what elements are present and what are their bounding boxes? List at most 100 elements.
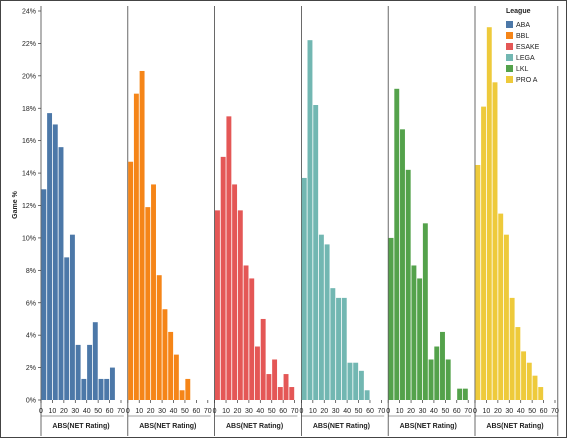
bar-bbl [179,390,185,400]
y-tick-label: 4% [26,333,36,340]
bar-aba [52,124,58,400]
x-tick-label: 40 [83,408,91,415]
bar-pro-a [492,82,498,401]
bar-bbl [128,161,134,400]
x-tick-label: 40 [517,408,525,415]
y-axis-title: Game % [12,190,19,218]
x-tick-label: 0 [473,408,477,415]
bar-pro-a [503,234,509,400]
x-tick-label: 0 [299,408,303,415]
legend-label: BBL [516,33,529,40]
bar-lkl [400,129,405,400]
y-tick-label: 10% [22,235,36,242]
x-tick-label: 60 [106,408,114,415]
bar-lkl [428,359,434,400]
bar-lega [324,244,330,400]
bar-lkl [422,223,428,400]
x-tick-label: 70 [551,408,559,415]
x-tick-label: 0 [39,408,43,415]
bar-pro-a [486,27,492,400]
x-tick-label: 40 [430,408,438,415]
bar-esake [266,374,272,400]
bar-esake [260,318,266,400]
bar-aba [98,378,104,400]
bar-lkl [388,237,394,400]
bar-aba [92,322,98,400]
bar-bbl [162,309,168,400]
bar-esake [215,210,220,400]
bar-lkl [445,359,451,400]
x-tick-label: 20 [234,408,242,415]
legend-swatch [506,32,513,39]
x-axis-title: ABS(NET Rating) [313,423,370,430]
x-axis-title: ABS(NET Rating) [52,423,109,430]
x-tick-label: 10 [135,408,143,415]
x-tick-label: 60 [540,408,548,415]
y-tick-label: 24% [22,9,36,16]
bar-lega [336,297,341,400]
bar-pro-a [526,362,532,400]
x-tick-label: 0 [386,408,390,415]
x-tick-label: 60 [366,408,374,415]
x-tick-label: 10 [483,408,491,415]
bar-pro-a [498,213,504,400]
bar-pro-a [475,164,481,400]
bar-esake [237,210,243,400]
x-tick-label: 30 [419,408,427,415]
y-tick-label: 20% [22,73,36,80]
x-tick-label: 30 [71,408,79,415]
x-tick-label: 50 [268,408,276,415]
legend-swatch [506,65,513,72]
bar-lkl [394,88,400,401]
x-tick-label: 0 [126,408,130,415]
x-tick-label: 70 [117,408,125,415]
x-tick-label: 60 [453,408,461,415]
bar-lkl [440,331,445,400]
y-tick-label: 12% [22,203,36,210]
x-tick-label: 50 [441,408,449,415]
bar-lega [358,370,364,400]
bar-lkl [405,169,411,400]
bar-esake [232,184,238,400]
x-tick-label: 30 [158,408,166,415]
bar-lega [347,362,353,400]
bar-aba [64,257,70,400]
bar-esake [272,359,278,400]
x-tick-label: 30 [505,408,513,415]
x-tick-label: 10 [49,408,57,415]
bar-pro-a [521,351,527,400]
x-tick-label: 30 [332,408,340,415]
bar-esake [277,387,283,400]
x-tick-label: 70 [378,408,386,415]
legend-swatch [506,76,513,83]
bar-aba [47,113,53,401]
bar-bbl [168,331,174,400]
x-tick-label: 50 [181,408,189,415]
bar-bbl [145,207,151,400]
x-tick-label: 20 [147,408,155,415]
bar-lkl [411,265,417,400]
legend-swatch [506,43,513,50]
x-axis-title: ABS(NET Rating) [226,423,283,430]
legend-swatch [506,54,513,61]
bar-lkl [457,388,463,400]
y-tick-label: 14% [22,171,36,178]
legend-swatch [506,21,513,28]
x-tick-label: 10 [309,408,317,415]
x-tick-label: 20 [320,408,328,415]
x-tick-label: 30 [245,408,253,415]
legend-label: PRO A [516,77,538,84]
bar-lega [313,105,319,400]
x-tick-label: 20 [60,408,68,415]
bar-lkl [417,278,423,400]
bar-lkl [434,346,440,400]
x-tick-label: 10 [396,408,404,415]
bar-esake [243,265,249,400]
bar-pro-a [515,327,521,400]
y-tick-label: 2% [26,365,36,372]
bar-aba [41,189,47,400]
x-tick-label: 50 [528,408,536,415]
x-tick-label: 40 [256,408,264,415]
bar-bbl [185,378,191,400]
y-tick-label: 6% [26,300,36,307]
